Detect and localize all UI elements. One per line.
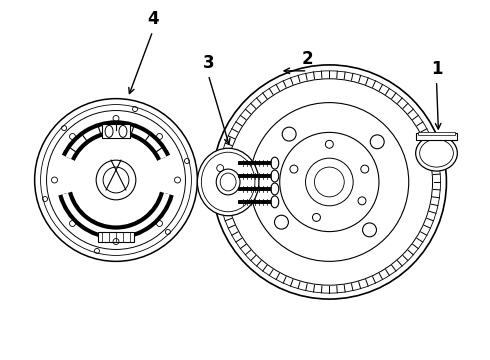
Bar [417, 132, 455, 135]
Bar [102, 125, 130, 138]
Ellipse shape [197, 148, 259, 216]
Ellipse shape [416, 135, 457, 171]
Ellipse shape [271, 157, 279, 169]
Polygon shape [62, 193, 170, 235]
Ellipse shape [119, 125, 127, 137]
Ellipse shape [271, 183, 279, 195]
Polygon shape [66, 125, 167, 159]
Bar [416, 133, 457, 140]
Ellipse shape [105, 125, 113, 137]
Ellipse shape [271, 196, 279, 208]
Text: 2: 2 [302, 50, 313, 68]
Text: 4: 4 [147, 10, 159, 28]
Text: 1: 1 [431, 60, 442, 78]
Bar [98, 231, 134, 242]
Text: 3: 3 [202, 54, 214, 72]
Ellipse shape [271, 170, 279, 182]
